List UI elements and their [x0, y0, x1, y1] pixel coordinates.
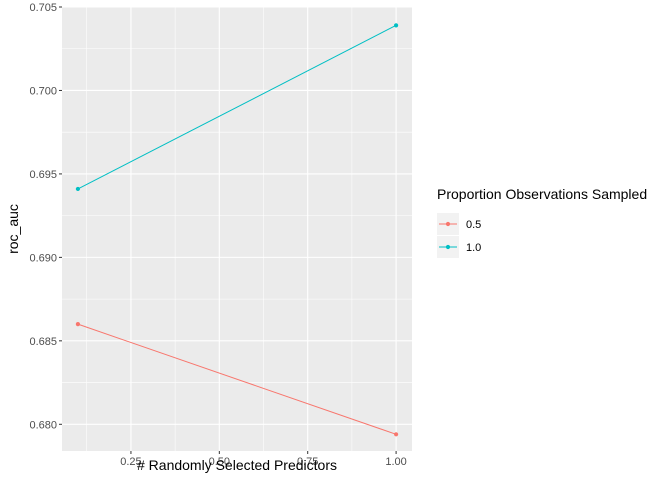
y-axis: 0.680 0.685 0.690 0.695 0.700 0.705: [29, 2, 62, 431]
legend-title: Proportion Observations Sampled: [437, 186, 647, 202]
minor-gridlines: [62, 7, 412, 451]
legend-items: 0.5 1.0: [437, 213, 481, 258]
x-tick-label: 0.75: [297, 456, 318, 468]
data-point-0.5: [393, 432, 399, 437]
plot-panel: [62, 7, 412, 451]
data-point-0.5: [75, 322, 81, 327]
major-gridlines: [62, 6, 412, 451]
legend-key-point: [445, 244, 451, 250]
x-tick-label: 1.00: [385, 456, 406, 468]
x-tick-label: 0.25: [120, 456, 141, 468]
series-line-1.0: [77, 24, 397, 190]
x-axis-title: # Randomly Selected Predictors: [137, 457, 337, 473]
y-axis-title: roc_auc: [5, 204, 21, 254]
data-point-1.0: [393, 23, 399, 28]
legend-key-point: [445, 221, 451, 227]
x-tick-label: 0.50: [209, 456, 230, 468]
y-tick-label: 0.685: [29, 336, 57, 348]
series-layer: [75, 23, 399, 437]
y-tick-label: 0.690: [29, 252, 57, 264]
legend-label: 1.0: [466, 242, 481, 254]
x-axis: 0.25 0.50 0.75 1.00: [120, 451, 407, 468]
series-line-0.5: [77, 323, 397, 435]
legend: Proportion Observations Sampled 0.5 1.0: [437, 186, 647, 258]
y-tick-label: 0.705: [29, 2, 57, 14]
y-tick-label: 0.700: [29, 85, 57, 97]
data-point-1.0: [75, 186, 81, 192]
y-tick-label: 0.695: [29, 169, 57, 181]
legend-label: 0.5: [466, 219, 481, 231]
y-tick-label: 0.680: [29, 419, 57, 431]
